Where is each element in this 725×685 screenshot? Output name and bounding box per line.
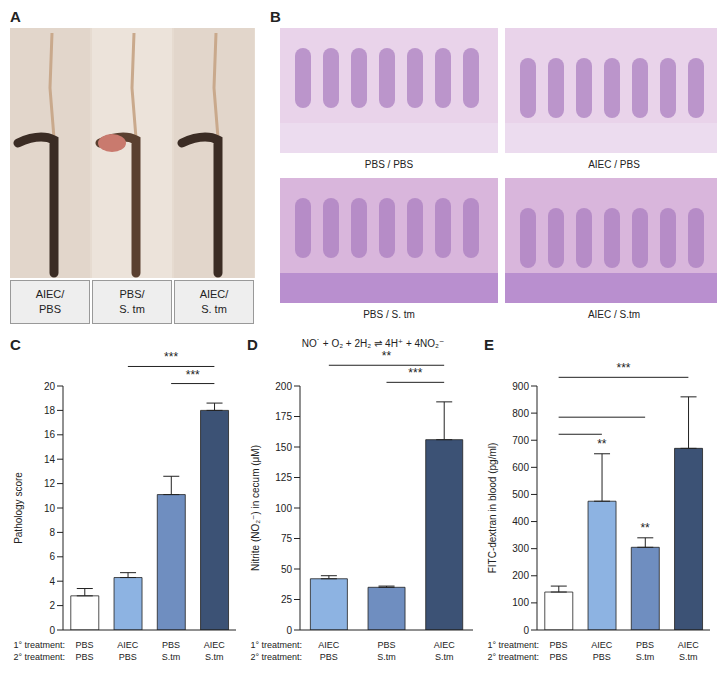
svg-text:2° treatment:: 2° treatment: <box>487 652 539 662</box>
svg-text:AIEC: AIEC <box>591 640 613 650</box>
svg-text:AIEC: AIEC <box>678 640 700 650</box>
svg-text:10: 10 <box>44 503 56 514</box>
svg-text:50: 50 <box>281 564 293 575</box>
svg-text:1° treatment:: 1° treatment: <box>487 640 539 650</box>
html-text:B: B <box>270 8 281 25</box>
svg-text:PBS: PBS <box>162 640 180 650</box>
html-text:PBS: PBS <box>39 303 61 315</box>
html-text:A: A <box>10 8 21 25</box>
svg-text:PBS: PBS <box>119 652 137 662</box>
svg-text:200: 200 <box>512 570 529 581</box>
svg-text:500: 500 <box>512 489 529 500</box>
svg-text:Nitrite (NO₂⁻) in cecum (μM): Nitrite (NO₂⁻) in cecum (μM) <box>250 445 261 571</box>
svg-text:6: 6 <box>49 551 55 562</box>
svg-text:AIEC: AIEC <box>318 640 340 650</box>
svg-text:100: 100 <box>275 503 292 514</box>
svg-text:4: 4 <box>49 576 55 587</box>
svg-text:75: 75 <box>281 533 293 544</box>
html-text:E: E <box>484 336 494 353</box>
svg-text:300: 300 <box>512 543 529 554</box>
svg-text:PBS: PBS <box>320 652 338 662</box>
svg-text:PBS: PBS <box>76 640 94 650</box>
svg-text:18: 18 <box>44 405 56 416</box>
svg-text:AIEC: AIEC <box>117 640 139 650</box>
svg-text:14: 14 <box>44 454 56 465</box>
svg-text:**: ** <box>640 521 650 535</box>
html-text:AIEC/: AIEC/ <box>199 288 229 300</box>
html-text:C: C <box>10 336 21 353</box>
svg-text:200: 200 <box>275 381 292 392</box>
svg-text:2: 2 <box>49 600 55 611</box>
svg-text:2° treatment:: 2° treatment: <box>13 652 65 662</box>
svg-text:**: ** <box>597 437 607 451</box>
svg-text:175: 175 <box>275 411 292 422</box>
svg-text:2° treatment:: 2° treatment: <box>250 652 302 662</box>
svg-text:0: 0 <box>49 625 55 636</box>
svg-text:PBS: PBS <box>550 652 568 662</box>
svg-text:900: 900 <box>512 381 529 392</box>
svg-text:0: 0 <box>523 625 529 636</box>
svg-text:S.tm: S.tm <box>679 652 698 662</box>
svg-text:400: 400 <box>512 516 529 527</box>
svg-text:PBS: PBS <box>76 652 94 662</box>
html-text:NO˙ + O₂ + 2H₂ ⇌ 4H⁺ + 4NO₂⁻: NO˙ + O₂ + 2H₂ ⇌ 4H⁺ + 4NO₂⁻ <box>301 338 445 349</box>
html-text:PBS / PBS: PBS / PBS <box>364 159 414 170</box>
svg-text:PBS: PBS <box>550 640 568 650</box>
svg-text:150: 150 <box>275 442 292 453</box>
svg-text:***: *** <box>164 350 178 364</box>
svg-text:AIEC: AIEC <box>434 640 456 650</box>
svg-text:100: 100 <box>512 597 529 608</box>
svg-text:PBS: PBS <box>593 652 611 662</box>
svg-text:800: 800 <box>512 408 529 419</box>
svg-text:S.tm: S.tm <box>435 652 454 662</box>
html-text:S. tm: S. tm <box>119 303 145 315</box>
svg-text:16: 16 <box>44 429 56 440</box>
svg-text:FITC-dextran in blood (pg/ml): FITC-dextran in blood (pg/ml) <box>487 443 498 574</box>
html-text:S. tm: S. tm <box>201 303 227 315</box>
svg-text:AIEC: AIEC <box>204 640 226 650</box>
svg-text:0: 0 <box>286 625 292 636</box>
svg-text:PBS: PBS <box>636 640 654 650</box>
svg-text:125: 125 <box>275 472 292 483</box>
svg-text:***: *** <box>408 366 422 380</box>
svg-text:12: 12 <box>44 478 56 489</box>
html-text:D: D <box>247 336 258 353</box>
svg-text:S.tm: S.tm <box>205 652 224 662</box>
svg-text:S.tm: S.tm <box>377 652 396 662</box>
svg-text:700: 700 <box>512 435 529 446</box>
svg-text:PBS: PBS <box>377 640 395 650</box>
svg-text:Pathology score: Pathology score <box>13 472 24 544</box>
svg-text:**: ** <box>382 349 392 363</box>
html-text:PBS / S. tm: PBS / S. tm <box>363 309 415 320</box>
svg-text:***: *** <box>186 368 200 382</box>
svg-text:600: 600 <box>512 462 529 473</box>
html-text:AIEC / PBS: AIEC / PBS <box>588 159 640 170</box>
svg-text:S.tm: S.tm <box>636 652 655 662</box>
html-text:PBS/: PBS/ <box>119 288 145 300</box>
svg-text:8: 8 <box>49 527 55 538</box>
svg-text:S.tm: S.tm <box>162 652 181 662</box>
svg-text:***: *** <box>616 361 630 375</box>
svg-text:20: 20 <box>44 381 56 392</box>
html-text:AIEC / S.tm: AIEC / S.tm <box>587 309 641 320</box>
svg-text:25: 25 <box>281 594 293 605</box>
svg-text:1° treatment:: 1° treatment: <box>250 640 302 650</box>
svg-text:1° treatment:: 1° treatment: <box>13 640 65 650</box>
html-text:AIEC/: AIEC/ <box>35 288 65 300</box>
